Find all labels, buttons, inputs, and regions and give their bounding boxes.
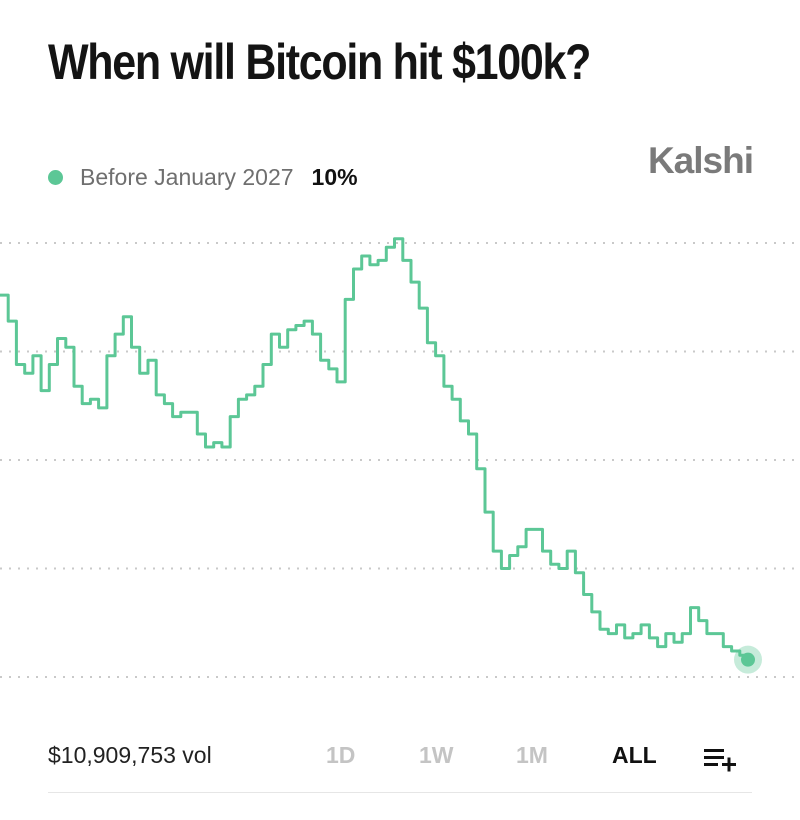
chart-footer: $10,909,753 vol 1D 1W 1M ALL [0, 730, 800, 780]
price-chart[interactable] [0, 200, 800, 710]
list-add-icon[interactable] [702, 744, 738, 774]
tab-1w[interactable]: 1W [419, 742, 454, 768]
series-line [0, 237, 750, 660]
chart-series-layer [0, 237, 762, 674]
tab-1m[interactable]: 1M [516, 742, 548, 768]
volume-label: $10,909,753 vol [48, 742, 212, 768]
legend-label: Before January 2027 [80, 163, 294, 190]
legend-value: 10% [311, 163, 358, 190]
tab-1d[interactable]: 1D [326, 742, 356, 768]
brand-logo: Kalshi [647, 140, 754, 181]
tab-all[interactable]: ALL [612, 742, 657, 768]
legend-dot-icon [48, 169, 63, 185]
endpoint-marker [741, 652, 755, 667]
page-title: When will Bitcoin hit $100k? [48, 34, 591, 90]
divider [48, 792, 752, 793]
chart-gridlines [0, 242, 800, 678]
chart-legend: Before January 2027 10% [48, 160, 358, 194]
